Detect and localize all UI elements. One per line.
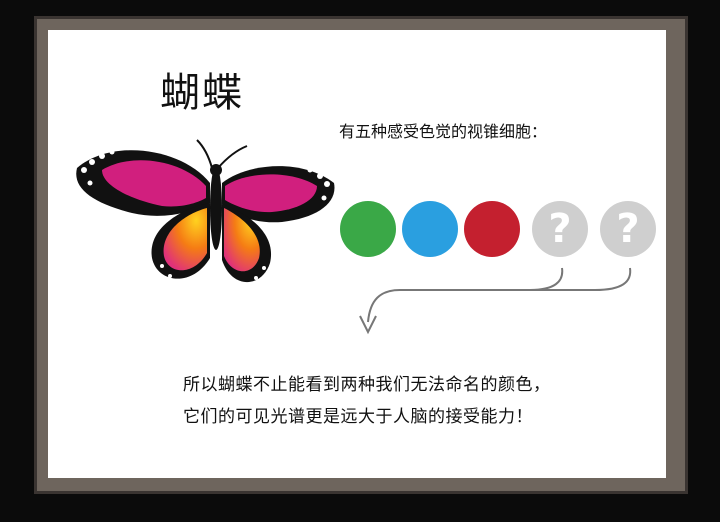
butterfly-illustration xyxy=(72,138,342,298)
page-title: 蝴蝶 xyxy=(160,60,244,118)
caption-line-2: 它们的可见光谱更是远大于人脑的接受能力！ xyxy=(183,402,533,427)
unknown-cone-circle: ? xyxy=(600,201,656,257)
cone-color-circle xyxy=(464,201,520,257)
caption-line-1: 所以蝴蝶不止能看到两种我们无法命名的颜色， xyxy=(183,370,551,395)
cone-subtitle: 有五种感受色觉的视锥细胞： xyxy=(339,118,547,142)
curved-arrow xyxy=(340,260,660,350)
cone-color-circle xyxy=(340,201,396,257)
unknown-cone-circle: ? xyxy=(532,201,588,257)
cone-color-circle xyxy=(402,201,458,257)
